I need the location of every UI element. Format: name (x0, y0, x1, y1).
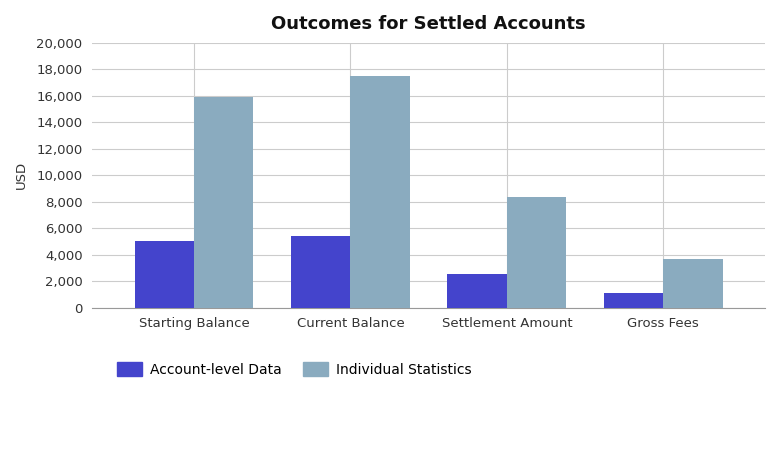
Bar (134, 241, 194, 308)
Bar (604, 293, 663, 308)
Bar (663, 259, 723, 308)
Legend: Account-level Data, Individual Statistics: Account-level Data, Individual Statistic… (111, 357, 477, 383)
Bar (194, 97, 254, 308)
Bar (448, 274, 507, 308)
Bar (507, 197, 566, 308)
Bar (291, 236, 350, 308)
Title: Outcomes for Settled Accounts: Outcomes for Settled Accounts (271, 15, 586, 33)
Bar (350, 76, 410, 308)
Y-axis label: USD: USD (15, 161, 28, 189)
